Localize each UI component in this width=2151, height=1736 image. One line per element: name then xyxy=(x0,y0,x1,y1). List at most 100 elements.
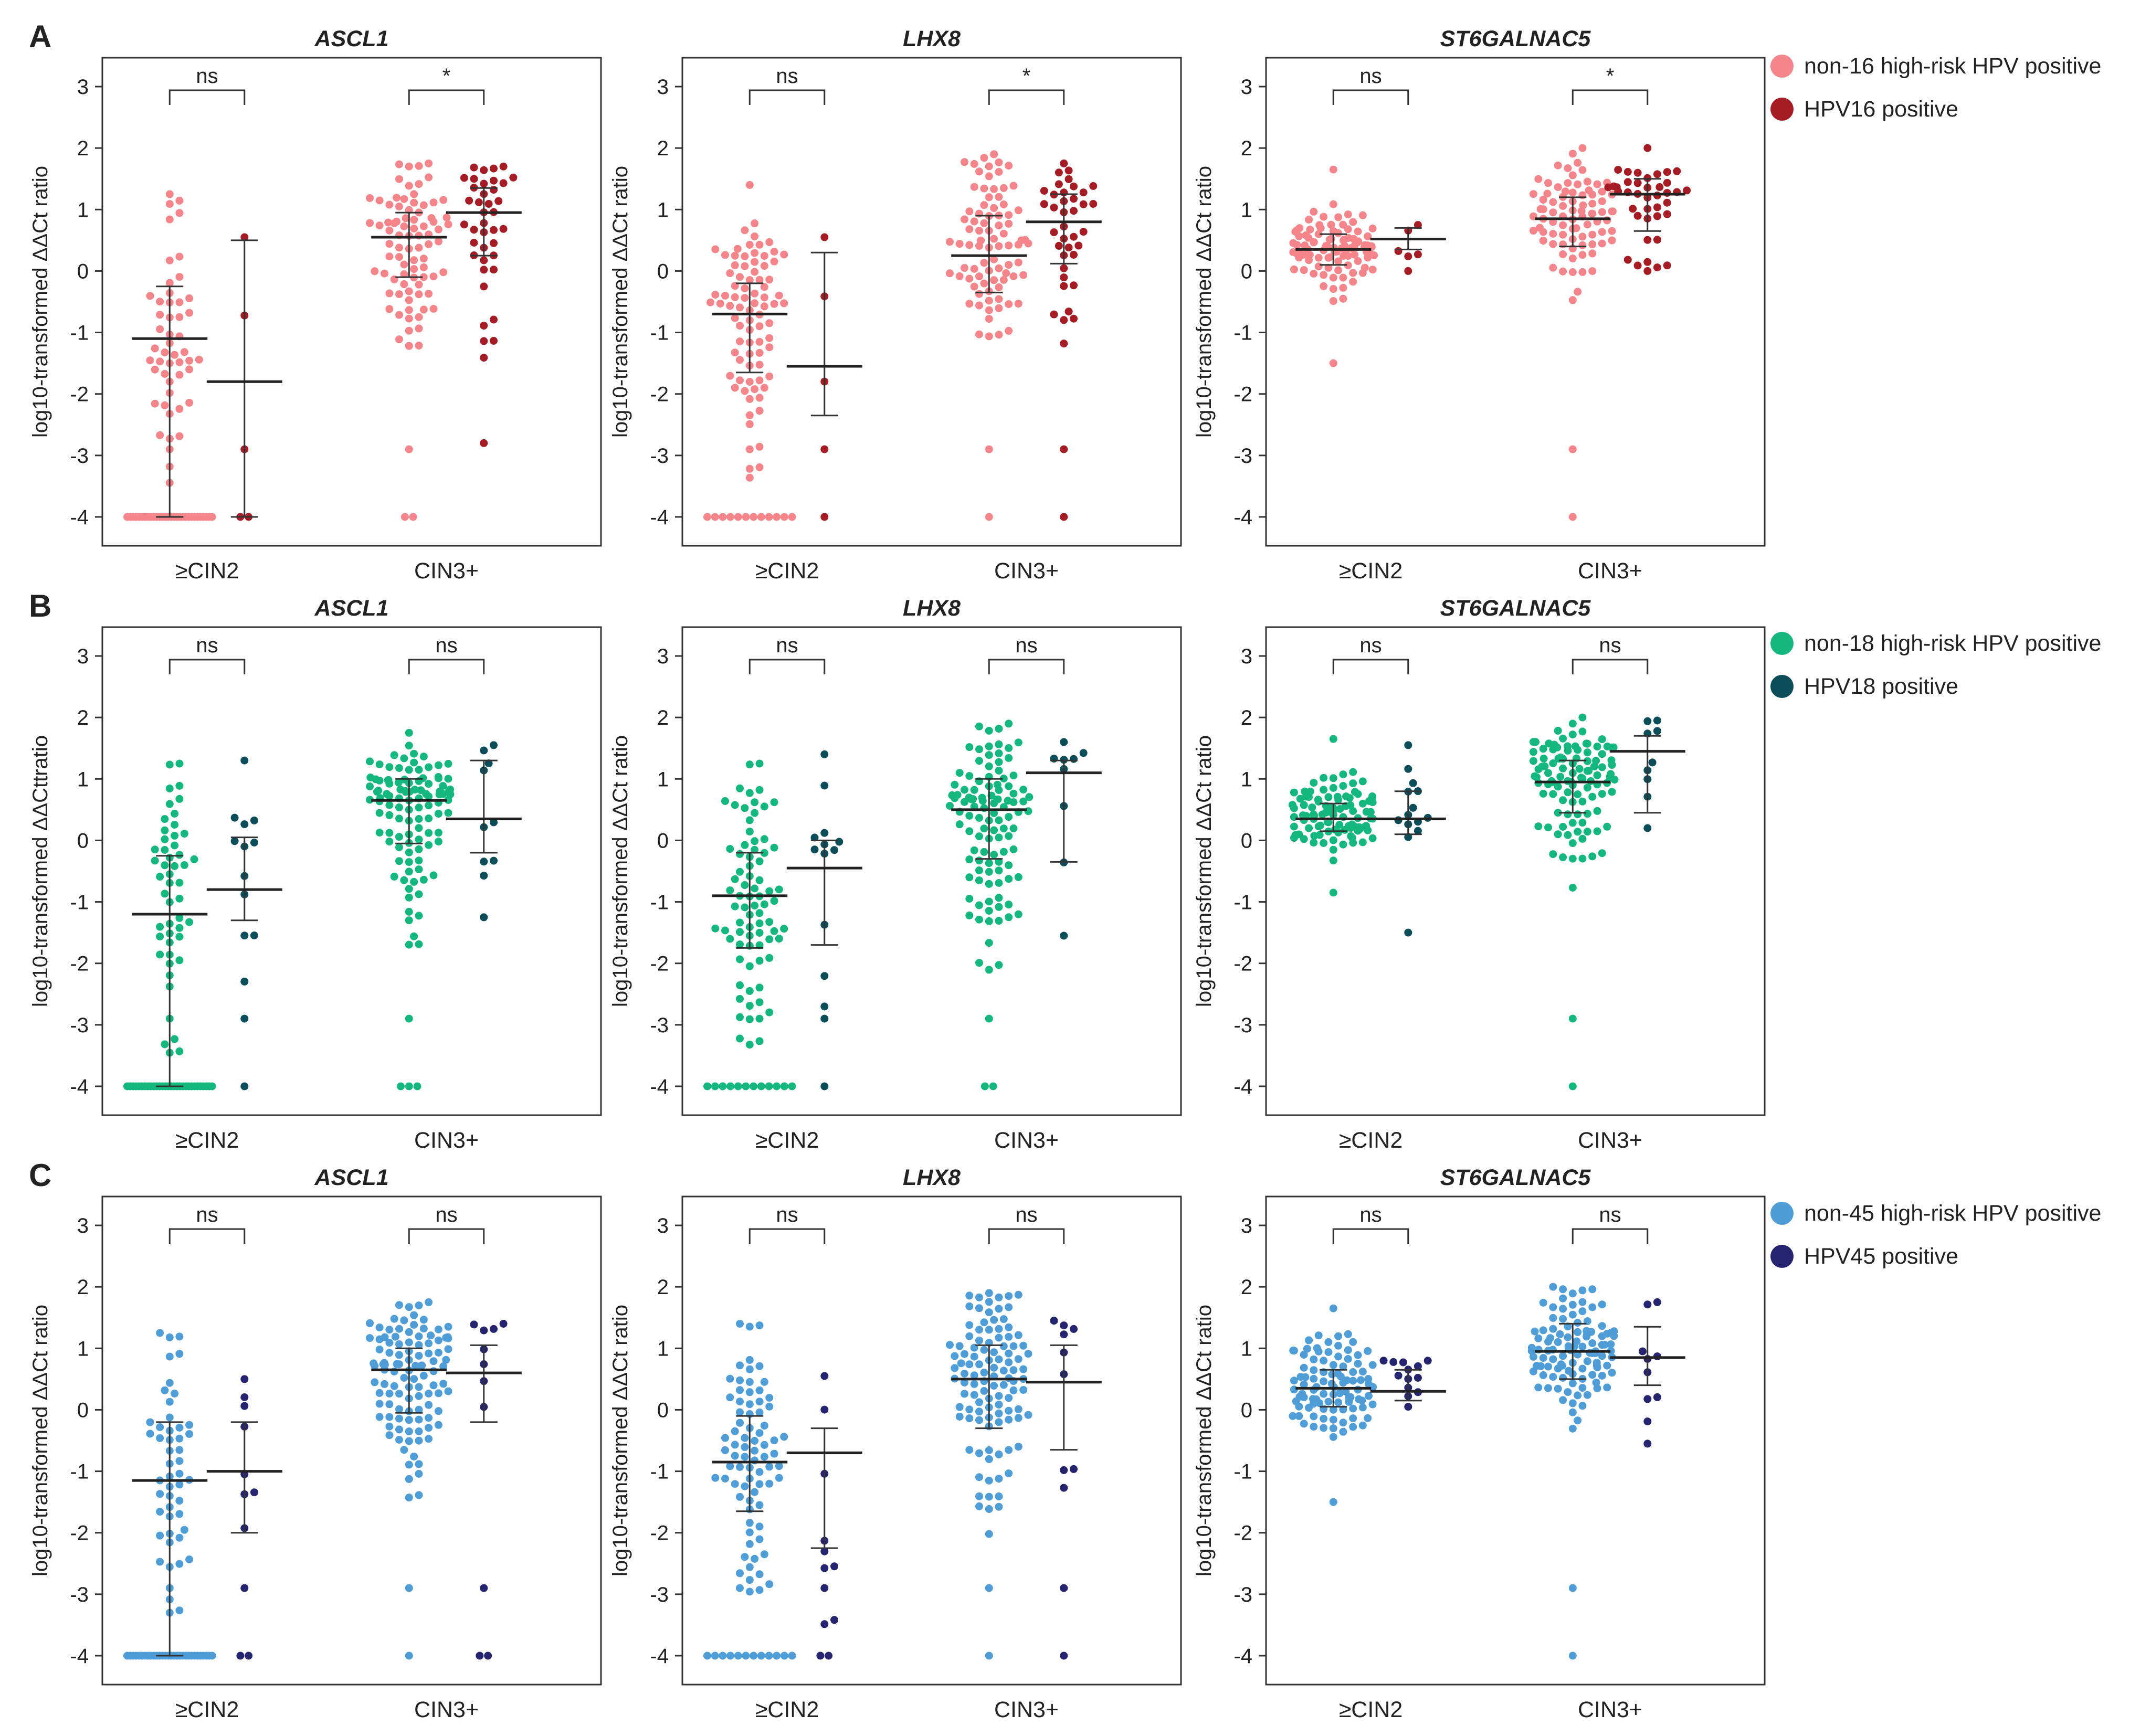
data-point xyxy=(420,1325,428,1332)
data-point xyxy=(430,872,438,880)
data-point xyxy=(1559,1396,1567,1404)
significance-bracket xyxy=(750,660,825,674)
data-point xyxy=(1598,849,1606,857)
data-point xyxy=(175,933,183,941)
data-point xyxy=(428,214,436,222)
data-point xyxy=(956,1413,964,1421)
data-point xyxy=(1369,225,1377,232)
data-point xyxy=(370,1359,377,1367)
data-point xyxy=(376,1346,384,1353)
data-point xyxy=(1574,181,1581,188)
data-point xyxy=(397,1083,405,1091)
data-point xyxy=(761,1550,768,1558)
data-point xyxy=(395,1340,403,1348)
data-point xyxy=(1050,311,1058,319)
data-point xyxy=(494,197,502,205)
data-point xyxy=(208,1652,216,1660)
data-point xyxy=(961,216,968,224)
data-point xyxy=(985,1493,993,1501)
data-point xyxy=(1559,268,1567,276)
data-point xyxy=(191,855,198,863)
data-point xyxy=(1562,187,1569,195)
data-point xyxy=(985,917,993,925)
data-point xyxy=(1569,268,1577,276)
y-tick-label: -2 xyxy=(70,1522,89,1545)
data-point xyxy=(1334,793,1342,801)
y-tick-label: 0 xyxy=(657,1399,669,1422)
data-point xyxy=(1549,1283,1557,1291)
data-point xyxy=(736,785,744,792)
data-point xyxy=(995,331,1003,338)
data-point xyxy=(1310,1356,1317,1363)
data-point xyxy=(1578,1298,1586,1306)
data-point xyxy=(1578,1384,1586,1392)
data-point xyxy=(1368,792,1376,800)
data-point xyxy=(175,1606,183,1614)
data-point xyxy=(1559,1285,1567,1293)
y-tick-label: 2 xyxy=(657,1276,669,1299)
data-point xyxy=(756,1398,764,1405)
data-point xyxy=(445,775,452,783)
data-point xyxy=(985,172,993,180)
data-point xyxy=(405,1584,413,1592)
data-point xyxy=(1330,1498,1337,1506)
data-point xyxy=(1330,784,1337,792)
data-point xyxy=(395,1425,403,1433)
data-point xyxy=(415,940,423,948)
data-point xyxy=(756,929,764,937)
chart-panel-5: LHX83210-1-2-3-4log10-transformed ΔΔCt r… xyxy=(609,596,1181,1153)
data-point xyxy=(736,995,744,1003)
data-point xyxy=(381,270,388,278)
data-point xyxy=(1578,1307,1586,1315)
y-tick-label: 3 xyxy=(77,76,89,99)
data-point xyxy=(1000,1315,1008,1323)
data-point xyxy=(166,761,174,769)
significance-bracket xyxy=(409,1229,484,1244)
data-point xyxy=(1310,839,1317,846)
data-point xyxy=(946,1341,954,1349)
data-point xyxy=(1559,221,1567,229)
data-point xyxy=(731,1441,739,1449)
category-label: CIN3+ xyxy=(414,558,479,584)
data-point xyxy=(195,356,203,364)
y-tick-label: 3 xyxy=(657,76,669,99)
data-point xyxy=(415,766,423,774)
data-point xyxy=(1290,1377,1298,1384)
y-tick-label: 2 xyxy=(1241,1276,1252,1299)
data-point xyxy=(161,348,168,356)
data-point xyxy=(761,262,768,270)
data-point xyxy=(1005,1333,1013,1341)
data-point xyxy=(965,1321,973,1329)
data-point xyxy=(400,1374,408,1382)
data-point xyxy=(995,866,1003,874)
data-point xyxy=(405,908,413,916)
data-point xyxy=(985,1308,993,1316)
data-point xyxy=(1349,269,1357,277)
data-point xyxy=(151,845,159,853)
data-point xyxy=(1070,755,1078,763)
data-point xyxy=(980,219,988,227)
data-point xyxy=(240,978,248,986)
data-point xyxy=(1559,1352,1567,1360)
legend-marker xyxy=(1770,1245,1794,1268)
data-point xyxy=(1005,220,1013,228)
data-point xyxy=(1578,855,1586,863)
data-point xyxy=(951,1364,958,1372)
data-point xyxy=(366,219,374,227)
data-point xyxy=(985,1584,993,1592)
data-point xyxy=(1643,717,1651,725)
data-point xyxy=(965,772,973,780)
data-point xyxy=(1598,228,1606,236)
legend-1: non-16 high-risk HPV positiveHPV16 posit… xyxy=(1770,54,2101,122)
data-point xyxy=(965,743,973,751)
data-point xyxy=(1060,160,1068,167)
data-point xyxy=(990,276,998,284)
data-point xyxy=(1569,446,1577,453)
data-point xyxy=(1320,1378,1327,1385)
significance-label: ns xyxy=(196,634,218,657)
data-point xyxy=(985,446,993,453)
data-point xyxy=(1594,743,1601,750)
data-point xyxy=(411,786,419,793)
data-point xyxy=(435,829,442,837)
data-point xyxy=(1328,1380,1336,1388)
